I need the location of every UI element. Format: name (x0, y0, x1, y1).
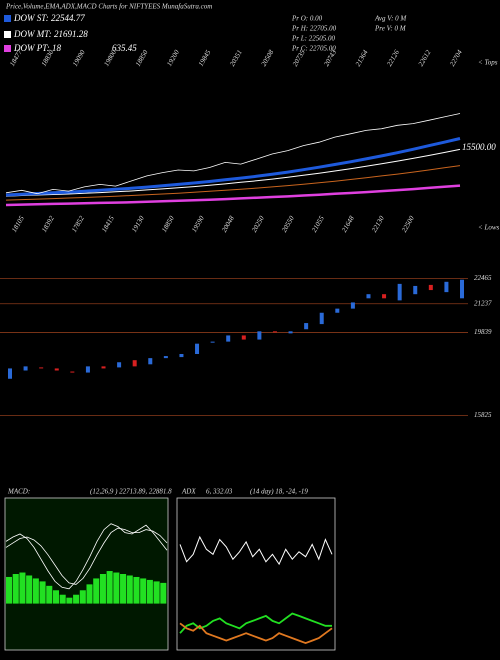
legend-swatch (4, 45, 11, 52)
adx-line (179, 612, 332, 634)
series-line (5, 113, 461, 195)
adx-value: 6, 332.03 (206, 488, 233, 496)
candle-body (335, 308, 340, 313)
info: Pr O: 0.00 (291, 15, 323, 23)
macd-bar (133, 576, 140, 604)
candle-body (8, 368, 12, 379)
candle-body (85, 366, 90, 373)
candle-body (148, 358, 153, 365)
macd-label: MACD: (7, 488, 30, 496)
legend-entry: DOW ST: 22544.77 (13, 13, 85, 23)
series-line (5, 148, 461, 197)
y-tick-label: 19839 (474, 328, 492, 336)
macd-bar (32, 578, 39, 604)
candle-body (179, 354, 184, 358)
candle-body (366, 294, 371, 299)
macd-line (5, 523, 168, 590)
info: Pr L: 22505.00 (291, 35, 335, 43)
macd-bar (39, 581, 46, 604)
adx-line (179, 535, 333, 566)
candle-body (288, 331, 293, 334)
annotation: 15500.00 (462, 142, 496, 152)
candle-body (117, 362, 122, 368)
signal-line (5, 527, 168, 585)
candle-body (350, 302, 355, 309)
legend-entry: DOW PT: 18 (13, 43, 61, 53)
macd-bar (153, 581, 160, 604)
candle-body (272, 331, 277, 333)
candle-body (241, 335, 246, 340)
adx-line (179, 622, 333, 645)
macd-bar (46, 585, 53, 604)
adx-label: ADX (181, 488, 196, 496)
candle-body (101, 366, 106, 369)
lows-label: < Lows (478, 224, 500, 232)
macd-bar (99, 574, 106, 604)
macd-bar (19, 572, 26, 604)
macd-bar (126, 575, 133, 604)
macd-bar (120, 574, 127, 604)
macd-bar (93, 578, 100, 604)
info: Pr H: 22705.00 (291, 25, 337, 33)
macd-bar (146, 579, 153, 604)
legend-entry: 635.45 (112, 43, 137, 53)
macd-bar (140, 578, 147, 604)
legend-swatch (4, 15, 11, 22)
candle-body (382, 294, 387, 299)
candle-body (39, 367, 44, 369)
y-tick-label: 15825 (474, 411, 492, 419)
page-title: Price,Volume,EMA,ADX,MACD Charts for NIF… (5, 3, 212, 11)
macd-bar (86, 584, 93, 604)
info: Pre V: 0 M (374, 25, 407, 33)
legend-entry: DOW MT: 21691.28 (13, 29, 88, 39)
info: Avg V: 0 M (374, 15, 407, 23)
candle-body (70, 371, 75, 373)
series-line (5, 165, 461, 201)
macd-panel (4, 497, 169, 651)
macd-bar (59, 594, 66, 604)
candle-body (163, 356, 168, 359)
candle-body (210, 341, 215, 343)
macd-bar (106, 571, 113, 604)
candle-body (444, 281, 449, 293)
series-line (5, 184, 461, 207)
info: Pr C: 22705.00 (291, 45, 336, 53)
macd-bar (79, 590, 86, 604)
adx-params: (14 day) 18, -24, -19 (250, 488, 308, 496)
candle-body (428, 284, 433, 291)
macd-bar (73, 594, 80, 604)
macd-bar (113, 572, 120, 604)
candle-body (257, 331, 262, 340)
candle-body (397, 283, 402, 301)
y-tick-label: 21237 (474, 299, 492, 307)
candle-body (54, 368, 59, 371)
adx-panel (176, 497, 336, 651)
candle-body (132, 360, 137, 367)
candle-body (195, 343, 200, 354)
macd-params: (12,26,9 ) 22713.89, 22881.8 (90, 488, 172, 496)
candle-body (413, 285, 418, 295)
macd-bar (12, 574, 19, 604)
legend-swatch (4, 31, 11, 38)
y-tick-label: 22465 (474, 274, 492, 282)
macd-bar (26, 575, 33, 604)
tops-label: < Tops (478, 59, 498, 67)
candle-body (226, 335, 231, 342)
candle-body (460, 279, 464, 299)
macd-bar (52, 590, 59, 604)
candle-body (23, 366, 28, 371)
series-line (5, 137, 461, 197)
candle-body (304, 323, 309, 330)
macd-bar (66, 597, 73, 604)
candle-body (319, 312, 324, 325)
macd-bar (6, 576, 13, 604)
macd-bar (160, 582, 167, 604)
